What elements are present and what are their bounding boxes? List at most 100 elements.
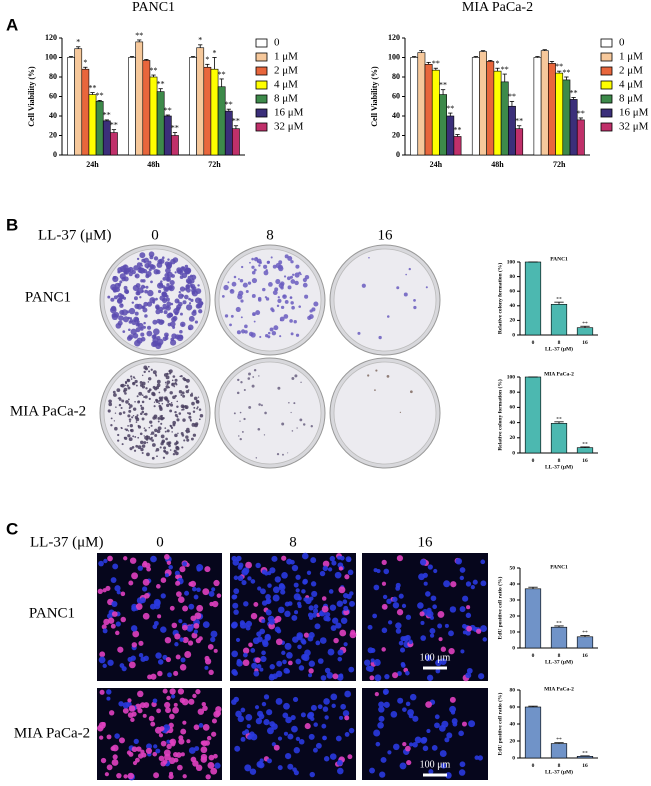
colony — [289, 319, 293, 323]
nucleus — [260, 655, 267, 663]
colony — [179, 375, 181, 378]
significance: ** — [556, 737, 562, 743]
colony — [135, 421, 138, 423]
nucleus — [338, 586, 346, 594]
legend-label: 0 — [619, 37, 625, 49]
nucleus — [194, 612, 202, 620]
nucleus — [344, 574, 350, 580]
colony — [139, 252, 146, 259]
y-tick-label: 0 — [53, 150, 57, 159]
nucleus — [210, 767, 218, 775]
nucleus — [293, 747, 300, 754]
nucleus — [208, 669, 214, 676]
nucleus — [482, 637, 488, 642]
nucleus — [370, 647, 376, 654]
significance: ** — [501, 65, 509, 74]
nucleus — [211, 731, 217, 737]
colony — [150, 280, 153, 284]
nucleus — [291, 564, 299, 572]
nucleus — [272, 586, 280, 594]
x-tick-label: 0 — [532, 458, 535, 464]
nucleus — [365, 665, 372, 672]
nucleus — [449, 696, 456, 703]
nucleus — [437, 623, 443, 629]
nucleus — [195, 764, 203, 772]
nucleus — [269, 721, 275, 727]
nucleus — [150, 673, 157, 680]
nucleus — [174, 570, 180, 576]
colony — [270, 256, 273, 259]
chart-title: PANC1 — [550, 256, 568, 262]
nucleus — [152, 751, 158, 757]
nucleus — [443, 580, 451, 588]
colony — [375, 369, 378, 372]
colony — [410, 390, 413, 394]
y-tick-label: 60 — [392, 91, 400, 100]
y-tick-label: 100 — [507, 374, 516, 380]
nucleus — [425, 701, 432, 708]
colony — [138, 266, 142, 270]
colony — [150, 424, 153, 427]
nucleus — [275, 638, 283, 646]
nucleus — [426, 674, 434, 681]
nucleus — [97, 588, 103, 594]
x-tick-label: 72h — [553, 160, 566, 169]
colony — [157, 420, 160, 423]
colony — [236, 330, 241, 335]
colony — [165, 398, 169, 402]
colony — [300, 381, 302, 384]
nucleus — [409, 693, 417, 701]
nucleus — [275, 615, 282, 623]
significance: ** — [171, 123, 179, 132]
colony — [275, 279, 281, 285]
colony — [278, 260, 283, 265]
bar — [548, 63, 556, 156]
colony — [156, 455, 158, 458]
treatment-label: LL-37 (μM) — [30, 534, 103, 550]
nucleus — [345, 556, 352, 563]
nucleus — [188, 581, 193, 587]
colony — [151, 391, 156, 396]
nucleus — [261, 701, 267, 707]
nucleus — [330, 625, 337, 631]
colony — [162, 456, 166, 459]
nucleus — [342, 710, 350, 717]
nucleus — [155, 652, 162, 659]
bar — [576, 327, 594, 336]
legend-swatch — [600, 38, 613, 48]
nucleus — [236, 658, 242, 664]
nucleus — [197, 708, 205, 715]
colony — [148, 251, 155, 258]
colony — [194, 423, 198, 428]
nucleus — [343, 605, 349, 611]
colony — [139, 380, 143, 384]
colony — [127, 425, 129, 427]
nucleus — [338, 673, 344, 678]
nucleus — [191, 632, 198, 639]
colony — [169, 425, 173, 428]
nucleus — [230, 622, 238, 629]
colony — [287, 255, 293, 261]
colony — [304, 274, 310, 280]
nucleus — [142, 713, 147, 718]
nucleus — [372, 613, 378, 619]
nucleus — [347, 569, 354, 576]
nucleus — [178, 735, 184, 741]
colony — [143, 285, 146, 289]
legend-swatch — [255, 122, 268, 132]
nucleus — [245, 713, 253, 721]
nucleus — [392, 602, 400, 609]
colony — [163, 446, 167, 450]
colony — [132, 382, 135, 385]
dish — [333, 361, 437, 465]
y-tick-label: 80 — [510, 389, 516, 395]
nucleus — [139, 702, 146, 709]
colony — [182, 394, 186, 398]
bar — [550, 304, 568, 336]
colony — [162, 256, 165, 260]
significance: ** — [232, 117, 240, 126]
colony — [145, 387, 148, 390]
y-axis-label: Cell Viability (%) — [27, 66, 36, 127]
colony — [173, 385, 176, 388]
colony — [147, 365, 150, 368]
